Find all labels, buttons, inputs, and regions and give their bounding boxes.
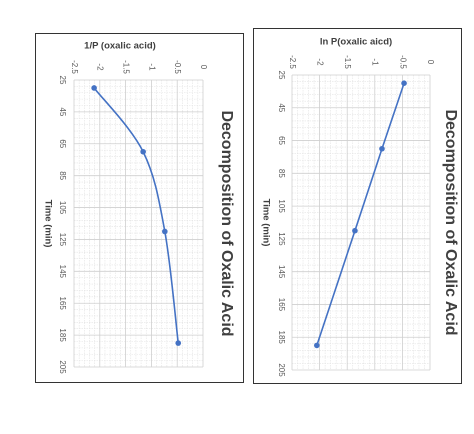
x-tick-label: 185 <box>277 331 286 345</box>
y-tick-label: -2 <box>315 58 324 66</box>
x-tick-label: 65 <box>58 139 67 148</box>
marker <box>314 342 320 349</box>
y-tick-label: -0.5 <box>173 60 182 74</box>
marker <box>352 227 358 234</box>
x-tick-label: 25 <box>277 71 286 80</box>
marker <box>162 228 168 235</box>
x-tick-label: 65 <box>277 136 286 145</box>
marker <box>379 145 385 152</box>
x-tick-label: 85 <box>277 169 286 178</box>
line <box>316 82 405 346</box>
marker <box>140 148 146 155</box>
x-tick-label: 125 <box>58 233 67 247</box>
line <box>93 87 180 344</box>
chart-title: Decomposition of Oxalic Acid <box>442 109 459 335</box>
chart-title: Decomposition of Oxalic Acid <box>218 110 235 336</box>
x-tick-label: 105 <box>58 201 67 215</box>
x-tick-label: 105 <box>277 199 286 213</box>
x-tick-label: 205 <box>58 360 67 374</box>
y-tick-label: -2.5 <box>288 55 297 69</box>
marker <box>401 80 407 86</box>
chart-frame <box>35 33 244 383</box>
y-tick-label: -1 <box>371 58 380 66</box>
x-axis-label: Time (min) <box>260 199 271 247</box>
marker <box>91 85 97 91</box>
x-tick-label: 145 <box>58 265 67 279</box>
y-tick-label: -1.5 <box>121 60 130 74</box>
x-tick-label: 125 <box>277 232 286 246</box>
y-axis-label: ln P(oxalic aicd) <box>320 37 392 48</box>
x-tick-label: 165 <box>277 298 286 312</box>
y-tick-label: -2 <box>96 63 105 71</box>
y-tick-label: -1 <box>147 63 156 71</box>
marker <box>175 340 182 346</box>
y-tick-label: -2.5 <box>70 60 79 74</box>
x-axis-label: Time (min) <box>42 200 53 248</box>
x-tick-label: 185 <box>58 328 67 342</box>
x-tick-label: 45 <box>277 103 286 112</box>
x-tick-label: 165 <box>58 297 67 311</box>
x-tick-label: 145 <box>277 265 286 279</box>
y-axis-label: 1/P (oxalic acid) <box>84 41 156 52</box>
y-tick-label: 0 <box>199 65 208 70</box>
y-tick-label: 0 <box>426 60 435 65</box>
y-tick-label: -0.5 <box>398 55 407 69</box>
x-tick-label: 25 <box>58 76 67 85</box>
x-tick-label: 45 <box>58 107 67 116</box>
x-tick-label: 205 <box>277 363 286 377</box>
y-tick-label: -1.5 <box>343 55 352 69</box>
x-tick-label: 85 <box>58 171 67 180</box>
